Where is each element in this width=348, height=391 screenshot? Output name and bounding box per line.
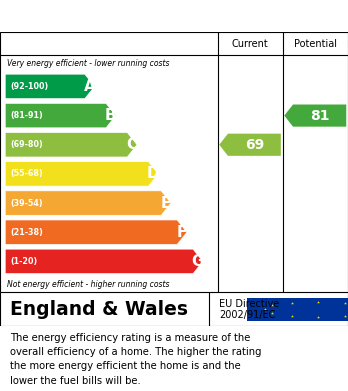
Text: EU Directive: EU Directive (219, 299, 279, 309)
Text: G: G (192, 254, 204, 269)
Polygon shape (284, 104, 346, 127)
Polygon shape (5, 220, 187, 244)
Text: the more energy efficient the home is and the: the more energy efficient the home is an… (10, 361, 241, 371)
Text: B: B (105, 108, 117, 123)
Text: (21-38): (21-38) (10, 228, 43, 237)
Text: D: D (147, 167, 160, 181)
Polygon shape (5, 133, 137, 157)
Text: (39-54): (39-54) (10, 199, 43, 208)
Polygon shape (219, 134, 281, 156)
Text: (69-80): (69-80) (10, 140, 43, 149)
Polygon shape (5, 161, 158, 186)
Text: England & Wales: England & Wales (10, 300, 188, 319)
Text: A: A (84, 79, 96, 94)
Polygon shape (5, 191, 171, 215)
Text: Not energy efficient - higher running costs: Not energy efficient - higher running co… (7, 280, 169, 289)
Text: (81-91): (81-91) (10, 111, 43, 120)
Text: 69: 69 (245, 138, 264, 152)
Text: F: F (177, 225, 187, 240)
Text: (1-20): (1-20) (10, 257, 38, 266)
Text: E: E (161, 196, 171, 211)
Text: Potential: Potential (294, 38, 337, 48)
Bar (247, 298, 348, 321)
Polygon shape (5, 74, 95, 99)
Text: Energy Efficiency Rating: Energy Efficiency Rating (10, 9, 232, 23)
Text: Current: Current (232, 38, 268, 48)
Text: C: C (127, 137, 138, 152)
Polygon shape (5, 103, 116, 128)
Text: overall efficiency of a home. The higher the rating: overall efficiency of a home. The higher… (10, 347, 262, 357)
Text: 2002/91/EC: 2002/91/EC (219, 310, 276, 321)
Text: The energy efficiency rating is a measure of the: The energy efficiency rating is a measur… (10, 333, 251, 343)
Text: 81: 81 (310, 109, 330, 123)
Text: (55-68): (55-68) (10, 169, 43, 178)
Text: (92-100): (92-100) (10, 82, 49, 91)
Text: Very energy efficient - lower running costs: Very energy efficient - lower running co… (7, 59, 169, 68)
Text: lower the fuel bills will be.: lower the fuel bills will be. (10, 375, 141, 386)
Polygon shape (5, 249, 203, 274)
